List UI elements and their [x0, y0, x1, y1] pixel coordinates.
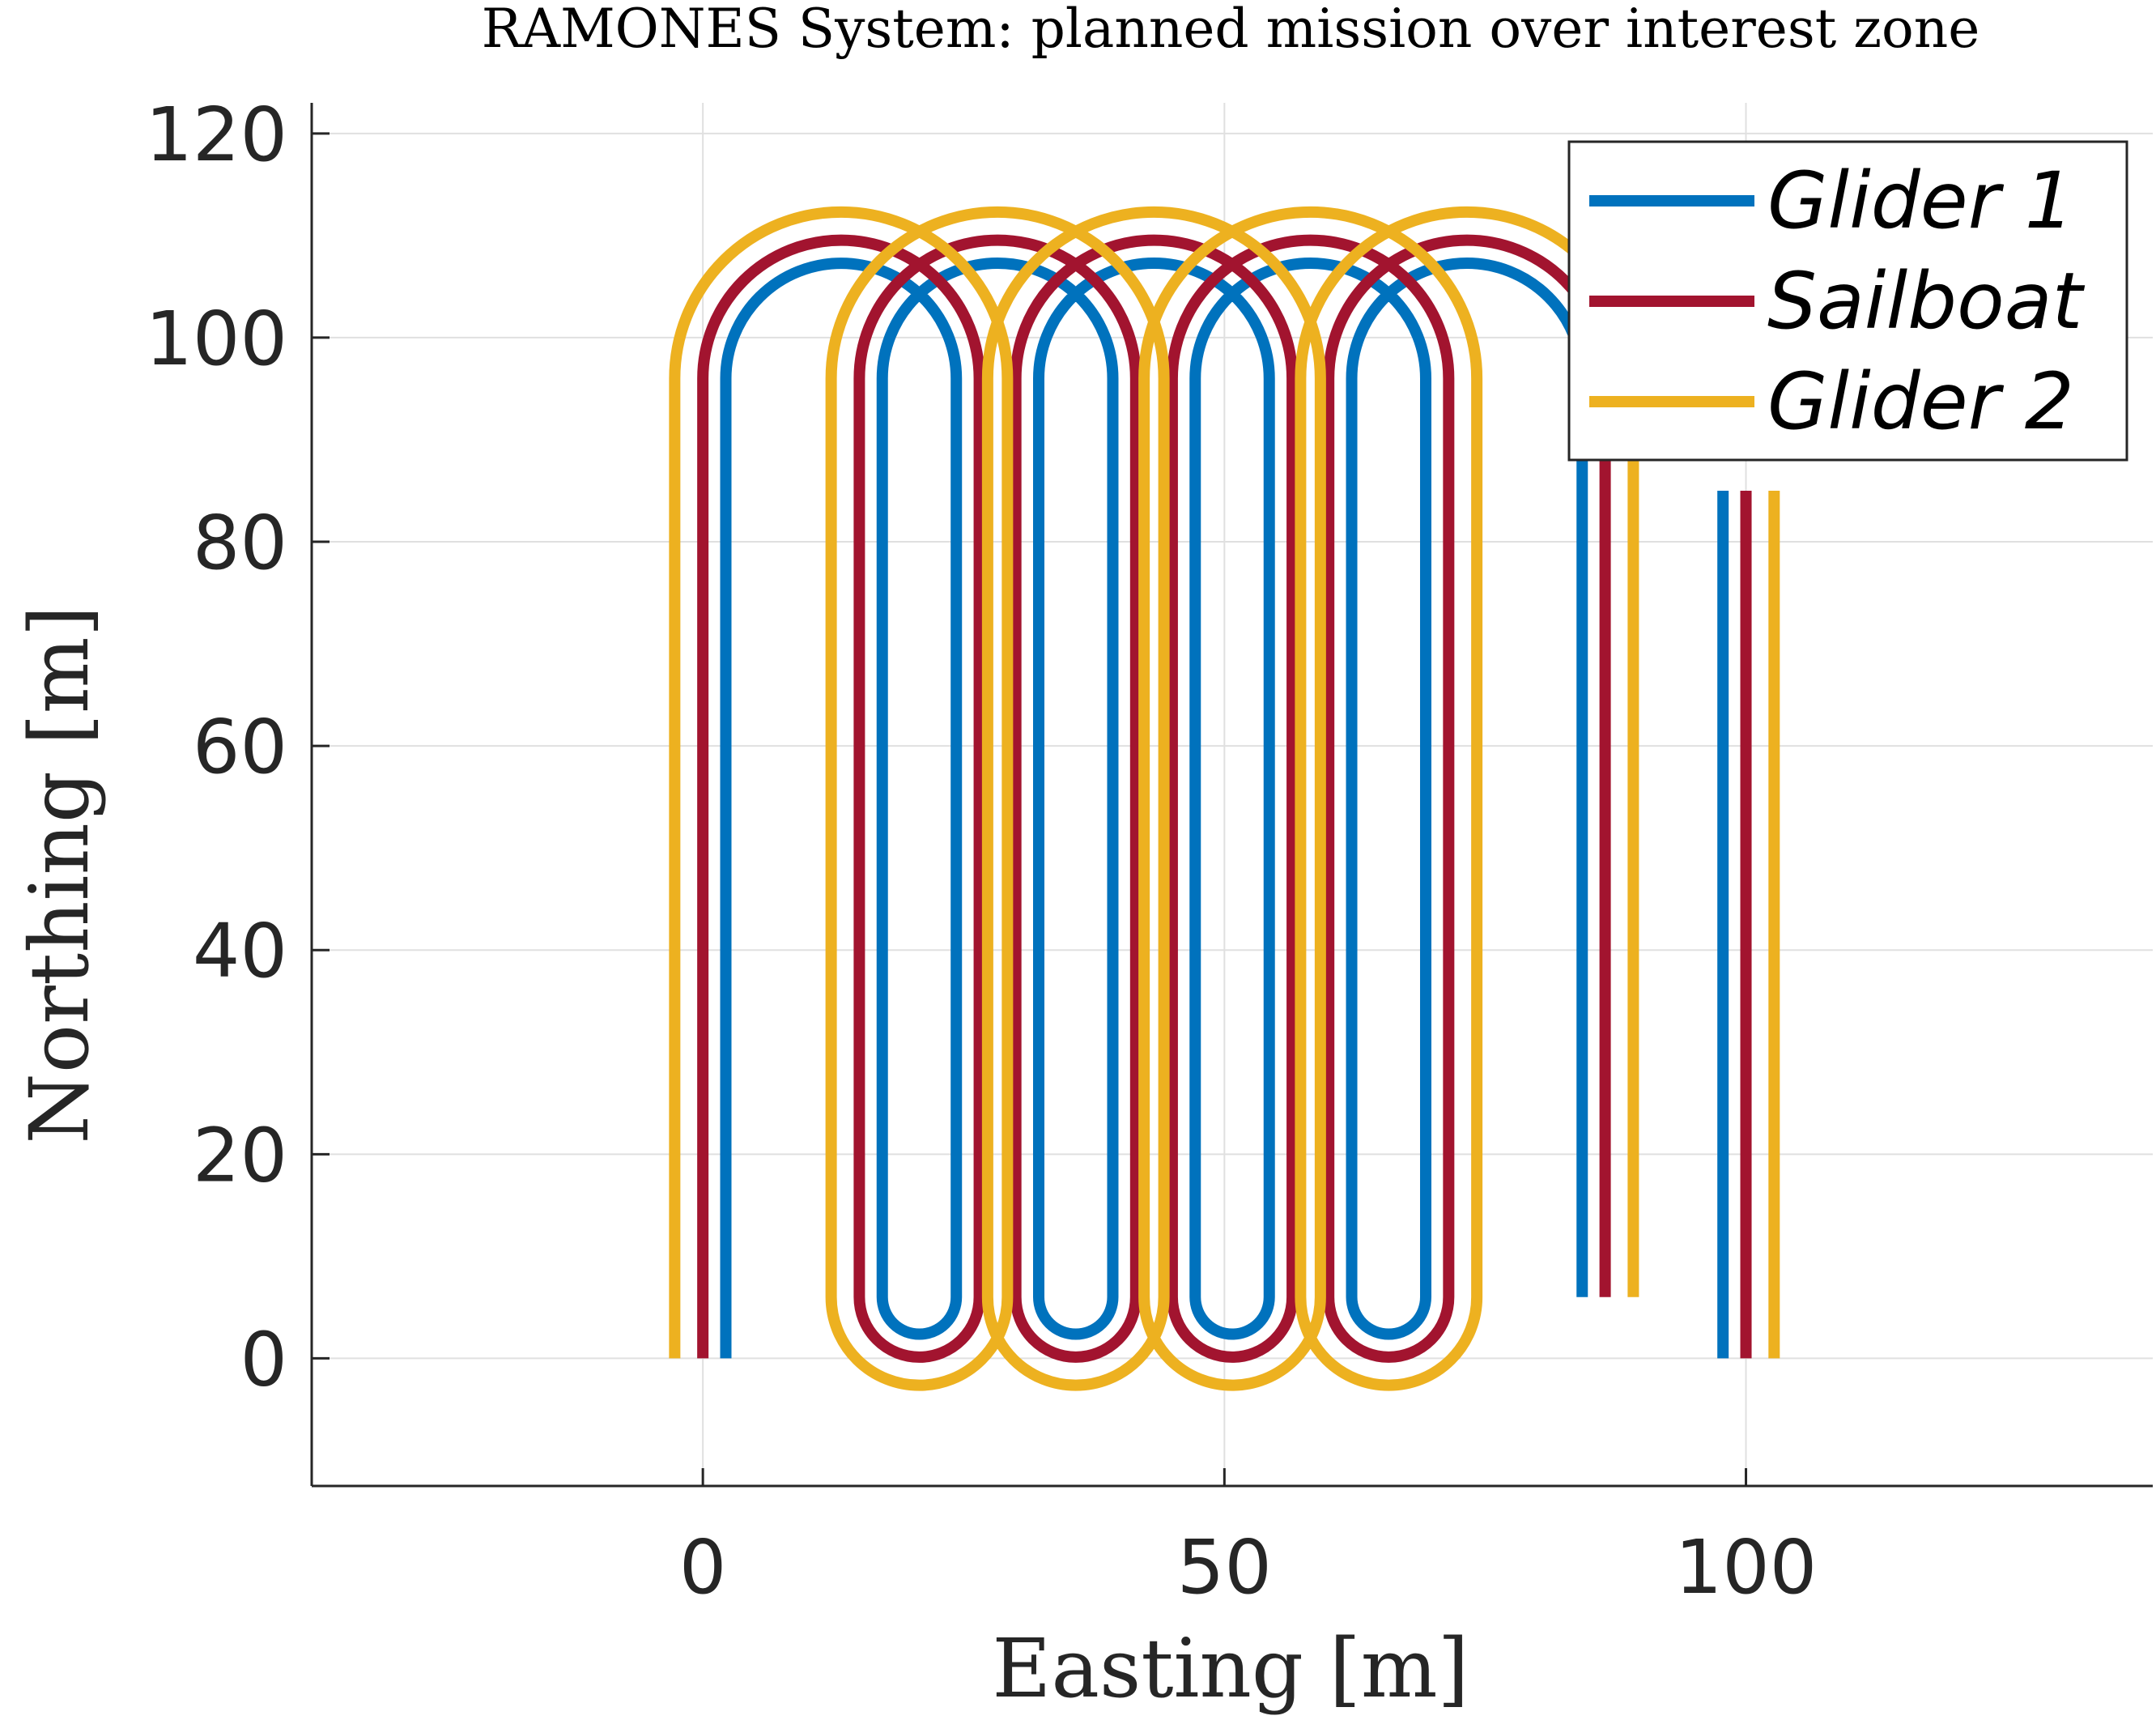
y-axis-label: Northing [m]	[12, 605, 107, 1143]
y-tick-label: 20	[193, 1112, 287, 1198]
x-tick-label: 100	[1675, 1524, 1818, 1611]
series-line-glider-1	[720, 258, 1729, 1359]
y-tick-label: 100	[145, 296, 287, 382]
y-tick-label: 60	[193, 704, 287, 790]
axes	[310, 103, 2153, 1488]
legend-label: Glider 2	[1767, 356, 2074, 447]
x-tick-label: 50	[1177, 1524, 1272, 1611]
legend-label: Sailboat	[1767, 256, 2086, 347]
series-line-glider-2	[669, 206, 1780, 1391]
x-axis-label: Easting [m]	[992, 1621, 1469, 1716]
y-tick-label: 120	[145, 92, 287, 178]
series-layer	[669, 206, 1780, 1391]
legend-label: Glider 1	[1767, 155, 2074, 246]
x-tick-label: 0	[679, 1524, 727, 1611]
series-line-sailboat	[697, 234, 1752, 1363]
y-tick-label: 80	[193, 500, 287, 586]
y-tick-label: 0	[240, 1316, 287, 1403]
chart-title: RAMONES System: planned mission over int…	[482, 0, 1980, 60]
y-tick-label: 40	[193, 908, 287, 994]
tick-labels: 0 50 100 0 20 40 60 80 100 120	[145, 92, 1817, 1611]
